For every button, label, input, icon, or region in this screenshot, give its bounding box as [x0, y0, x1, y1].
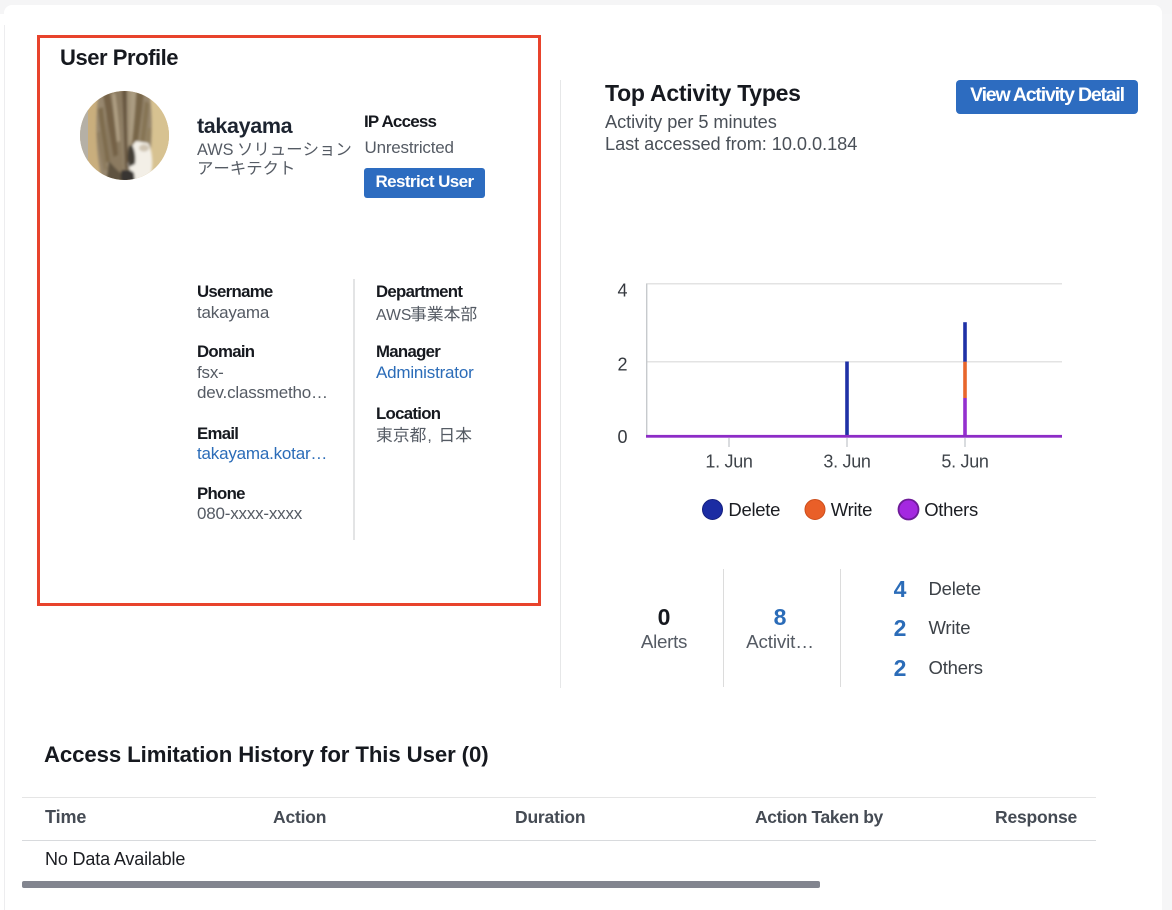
svg-text:5. Jun: 5. Jun [941, 452, 988, 472]
svg-text:2: 2 [617, 355, 627, 375]
svg-text:4: 4 [617, 281, 627, 301]
svg-text:0: 0 [617, 427, 627, 447]
svg-text:1. Jun: 1. Jun [705, 452, 752, 472]
svg-text:AWS: AWS [197, 141, 234, 159]
svg-text:3. Jun: 3. Jun [823, 452, 870, 472]
svg-text:,: , [427, 428, 431, 445]
svg-text:AWS: AWS [376, 307, 411, 324]
svg-text:Write: Write [831, 499, 872, 520]
svg-text:Delete: Delete [728, 499, 780, 520]
svg-text:Others: Others [924, 499, 978, 520]
